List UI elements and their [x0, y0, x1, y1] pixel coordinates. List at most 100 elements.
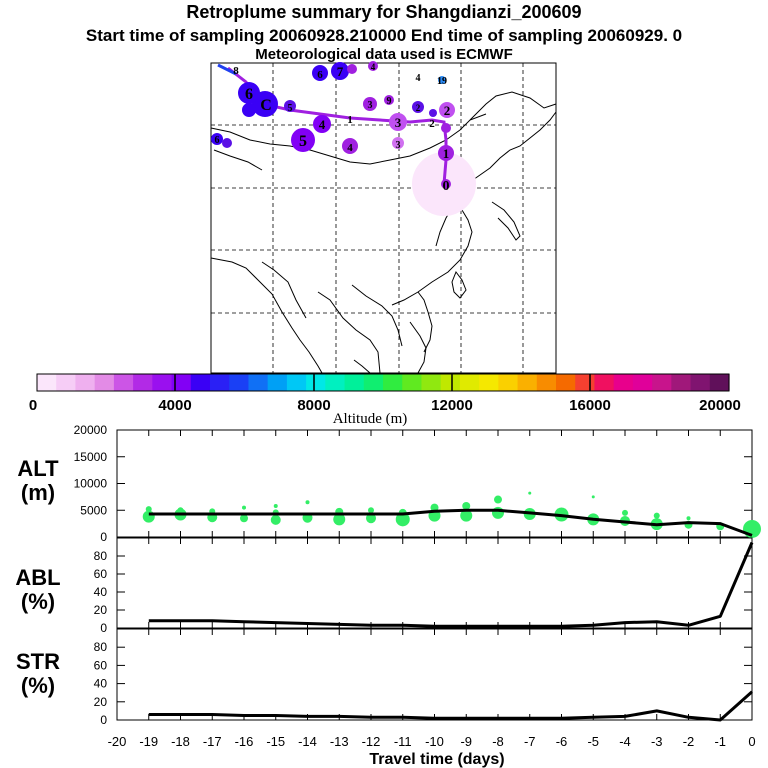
map-cluster-label: 6: [215, 135, 220, 146]
y-tick-label: 80: [94, 549, 108, 563]
colorbar-cell: [56, 374, 77, 391]
y-tick-label: 5000: [80, 503, 107, 517]
abl-label-top: ABL: [15, 565, 61, 590]
colorbar-cell: [94, 374, 115, 391]
map-cluster: [313, 115, 331, 133]
colorbar-cell: [383, 374, 403, 391]
y-tick-label: 40: [94, 585, 108, 599]
map-cluster-label: 7: [337, 64, 344, 79]
map-cluster: [368, 61, 378, 71]
x-tick-label: -3: [651, 734, 663, 749]
map-cluster: [441, 123, 451, 133]
x-tick-label: 0: [748, 734, 755, 749]
colorbar-cell: [248, 374, 269, 391]
colorbar-cell: [344, 374, 365, 391]
colorbar-cell: [594, 374, 615, 391]
colorbar-frame: [36, 373, 730, 392]
x-tick-label: -4: [619, 734, 631, 749]
y-tick-label: 20: [94, 695, 108, 709]
altitude-point: [686, 516, 691, 521]
colorbar-cell: [498, 374, 519, 391]
colorbar-cell: [229, 374, 250, 391]
x-tick-label: -15: [266, 734, 285, 749]
alt-label-bottom: (m): [20, 480, 56, 505]
colorbar-tick-label: 16000: [569, 397, 611, 414]
series-line: [148, 541, 754, 628]
colorbar-axis-label: Altitude (m): [333, 411, 408, 427]
altitude-point: [305, 500, 310, 505]
map-cluster-label: 3: [395, 115, 402, 130]
x-tick-label: -12: [362, 734, 381, 749]
map-cluster-label: 2: [416, 103, 421, 113]
y-tick-label: 0: [100, 713, 107, 727]
colorbar-cells: [37, 374, 730, 391]
series-line: [148, 690, 753, 722]
y-tick-label: 0: [100, 530, 107, 544]
map-cluster: [438, 145, 454, 161]
colorbar-cell: [306, 374, 326, 391]
x-axis-label: Travel time (days): [369, 751, 504, 768]
colorbar-cell: [402, 374, 423, 391]
map-cluster: [291, 128, 315, 152]
map-cluster-label: 8: [233, 65, 239, 77]
map-cluster: [384, 95, 394, 105]
x-tick-label: -5: [587, 734, 599, 749]
colorbar-cell: [575, 374, 596, 391]
y-tick-label: 10000: [74, 477, 108, 491]
altitude-point: [333, 513, 346, 526]
colorbar-cell: [210, 374, 230, 391]
colorbar-cell: [671, 374, 692, 391]
colorbar-cell: [652, 374, 672, 391]
colorbar-cell: [37, 374, 57, 391]
altitude-point: [430, 503, 439, 512]
colorbar-cell: [75, 374, 96, 391]
map-cluster-label: 1: [443, 146, 450, 161]
map-cluster-label: 4: [371, 62, 376, 72]
colorbar-cell: [517, 374, 538, 391]
map-cluster-label: 6: [245, 86, 253, 103]
x-tick-label: -8: [492, 734, 504, 749]
map-cluster-label: 1: [347, 114, 353, 126]
altitude-point: [145, 506, 152, 513]
map-cluster-label: 6: [317, 69, 323, 81]
x-tick-label: -19: [139, 734, 158, 749]
map-cluster: [238, 82, 260, 104]
x-tick-label: -10: [425, 734, 444, 749]
map-cluster: [363, 97, 377, 111]
colorbar-cell: [190, 374, 211, 391]
map-cluster-label: 4: [347, 142, 353, 154]
panel-frame: [116, 537, 753, 629]
time-series-panels: 0 5000 10000 15000 20000 0 20 40 60 80 0 20 40 60 80 -2…: [74, 423, 761, 768]
alt-label-top: ALT: [17, 456, 59, 481]
x-tick-label: -17: [203, 734, 222, 749]
map-cluster-label: 2: [429, 118, 435, 130]
altitude-point: [494, 495, 502, 504]
map-cluster-label: 3: [368, 100, 373, 111]
panel-2: 0 20 40 60 80: [94, 628, 753, 727]
sampling-time-subtitle: Start time of sampling 20060928.210000 E…: [85, 26, 683, 45]
map-cluster: [438, 76, 446, 84]
map-cluster: [412, 101, 424, 113]
map-cluster-label: 9: [387, 96, 392, 107]
x-tick-label: -9: [460, 734, 472, 749]
map-cluster-label: 4: [416, 73, 421, 84]
panel-frame: [116, 628, 753, 721]
y-tick-label: 80: [94, 640, 108, 654]
x-tick-label: -16: [235, 734, 254, 749]
altitude-point: [142, 510, 155, 523]
map-cluster-label: 3: [396, 140, 401, 151]
altitude-point: [622, 509, 628, 516]
colorbar-cell: [152, 374, 173, 391]
x-tick-label: -7: [524, 734, 536, 749]
colorbar-tick-label: 20000: [699, 397, 741, 414]
y-tick-label: 40: [94, 677, 108, 691]
x-tick-label: -1: [714, 734, 726, 749]
x-tick-label: -18: [171, 734, 190, 749]
y-tick-label: 60: [94, 658, 108, 672]
map-cluster: [312, 65, 328, 81]
map-cluster-label: C: [260, 97, 272, 114]
map-cluster: [441, 179, 451, 189]
y-tick-label: 15000: [74, 450, 108, 464]
alt-panel-label: ALT (m): [8, 457, 68, 505]
